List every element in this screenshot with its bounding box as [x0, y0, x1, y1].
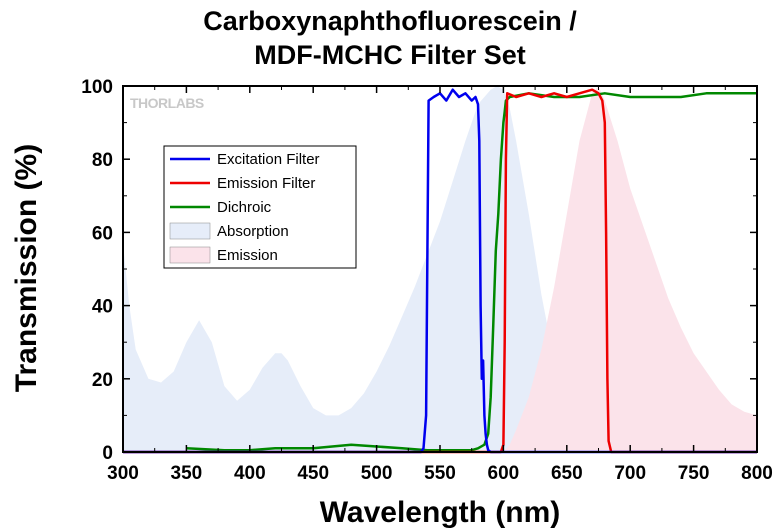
ticks	[122, 85, 758, 453]
x-tick-labels: 300 350 400 450 500 550 600 650 700 750 800	[107, 463, 773, 484]
x-axis-label: Wavelength (nm)	[320, 496, 561, 529]
legend-label-excitation-filter: Excitation Filter	[217, 151, 320, 168]
x-tick-label: 650	[551, 463, 583, 484]
legend-swatch-absorption	[169, 222, 211, 240]
x-tick-label: 400	[234, 463, 266, 484]
y-axis-label: Transmission (%)	[10, 144, 43, 392]
y-tick-label: 40	[92, 297, 113, 318]
x-tick-label: 350	[171, 463, 203, 484]
chart-title-line-1: Carboxynaphthofluorescein /	[203, 6, 577, 36]
x-tick-label: 550	[424, 463, 456, 484]
x-tick-label: 600	[488, 463, 520, 484]
x-tick-label: 450	[297, 463, 329, 484]
y-tick-label: 20	[92, 370, 113, 391]
x-tick-label: 500	[361, 463, 393, 484]
thorlabs-watermark: THORLABS	[130, 95, 204, 111]
x-tick-label: 750	[678, 463, 710, 484]
legend: Excitation Filter Emission Filter Dichroic…	[163, 145, 357, 269]
y-tick-label: 60	[92, 223, 113, 244]
y-tick-label: 0	[102, 443, 113, 464]
x-tick-label: 300	[107, 463, 139, 484]
chart-title-line-2: MDF-MCHC Filter Set	[254, 40, 526, 70]
y-tick-labels: 0 20 40 60 80 100	[81, 77, 113, 464]
chart-title: Carboxynaphthofluorescein / MDF-MCHC Fil…	[0, 4, 780, 72]
line-series-layer	[123, 88, 757, 454]
y-tick-label: 100	[81, 77, 113, 98]
area-series-layer	[123, 86, 757, 452]
legend-label-absorption: Absorption	[217, 223, 289, 240]
legend-label-emission: Emission	[217, 247, 278, 264]
x-tick-label: 800	[741, 463, 773, 484]
area-emission	[503, 86, 757, 452]
x-tick-label: 700	[614, 463, 646, 484]
line-excitation-filter	[123, 88, 757, 454]
line-dichroic	[186, 92, 757, 452]
legend-label-emission-filter: Emission Filter	[217, 175, 315, 192]
line-emission-filter	[123, 88, 757, 454]
area-absorption	[123, 86, 757, 452]
legend-swatch-emission	[169, 246, 211, 264]
y-tick-label: 80	[92, 150, 113, 171]
legend-label-dichroic: Dichroic	[217, 199, 272, 216]
